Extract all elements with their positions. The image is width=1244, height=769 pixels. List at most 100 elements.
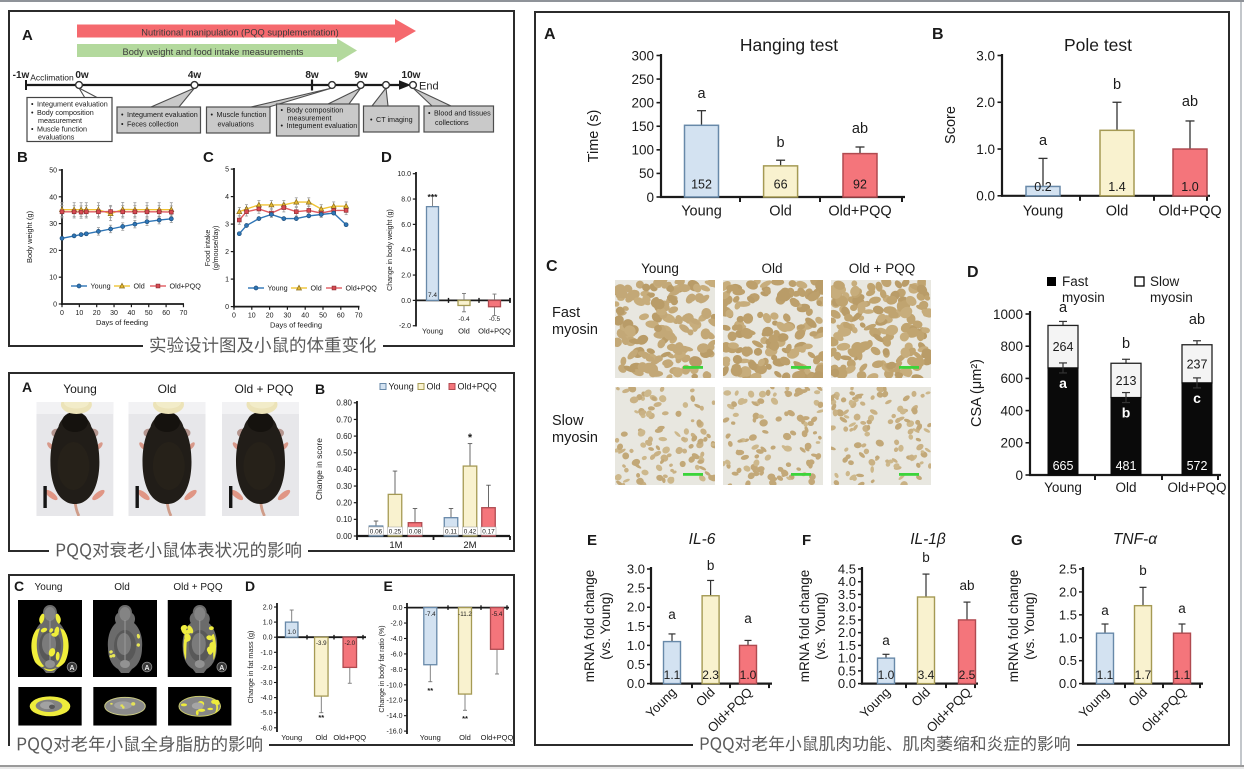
svg-text:0.50: 0.50 — [336, 449, 352, 458]
svg-text:1.0: 1.0 — [740, 668, 757, 682]
svg-text:0: 0 — [646, 190, 654, 205]
svg-text:Food intake: Food intake — [205, 230, 212, 267]
svg-text:3.0: 3.0 — [838, 600, 856, 615]
svg-text:-6.0: -6.0 — [390, 651, 402, 658]
svg-text:ab: ab — [1182, 94, 1198, 110]
svg-text:B: B — [932, 26, 944, 43]
svg-text:2.0: 2.0 — [1059, 584, 1077, 599]
svg-text:C: C — [14, 578, 24, 594]
svg-text:ab: ab — [1189, 312, 1205, 328]
svg-text:0.11: 0.11 — [445, 528, 457, 535]
svg-text:(vs. Young): (vs. Young) — [1022, 592, 1037, 660]
svg-text:Integument evaluation: Integument evaluation — [127, 110, 198, 119]
svg-text:2.5: 2.5 — [627, 581, 645, 596]
svg-text:Hanging test: Hanging test — [740, 35, 838, 55]
svg-text:10w: 10w — [402, 70, 421, 81]
svg-text:4.0: 4.0 — [401, 247, 411, 254]
svg-text:Old: Old — [1125, 685, 1150, 710]
svg-text:Old+PQQ: Old+PQQ — [481, 733, 514, 742]
svg-text:Days of feeding: Days of feeding — [96, 318, 148, 327]
svg-text:B: B — [17, 149, 28, 166]
svg-text:collections: collections — [435, 118, 469, 127]
svg-text:Old: Old — [315, 733, 327, 742]
svg-text:3.0: 3.0 — [976, 48, 995, 63]
svg-text:-2.0: -2.0 — [260, 665, 272, 672]
svg-text:-3.9: -3.9 — [316, 640, 327, 647]
svg-text:Old + PQQ: Old + PQQ — [173, 582, 222, 593]
svg-text:a: a — [1059, 375, 1067, 391]
svg-text:Old: Old — [158, 382, 177, 396]
svg-text:1.0: 1.0 — [627, 638, 645, 653]
svg-text:mRNA fold change: mRNA fold change — [1006, 570, 1021, 683]
svg-text:66: 66 — [774, 178, 788, 192]
svg-text:Body composition: Body composition — [287, 106, 344, 115]
svg-text:30: 30 — [284, 313, 292, 320]
svg-text:-8.0: -8.0 — [390, 667, 402, 674]
svg-text:Young: Young — [268, 284, 288, 293]
svg-text:A: A — [69, 665, 74, 672]
svg-text:0.0: 0.0 — [1059, 676, 1077, 691]
svg-text:0.0: 0.0 — [627, 676, 645, 691]
svg-text:2.5: 2.5 — [1059, 562, 1077, 577]
svg-text:-5.0: -5.0 — [260, 710, 272, 717]
svg-text:50: 50 — [49, 168, 57, 175]
svg-text:2.0: 2.0 — [838, 625, 856, 640]
svg-text:1.0: 1.0 — [976, 142, 995, 157]
svg-text:237: 237 — [1187, 357, 1208, 371]
svg-text:mRNA fold change: mRNA fold change — [797, 570, 812, 683]
svg-text:b: b — [1122, 336, 1130, 352]
svg-text:Change in score: Change in score — [314, 438, 324, 500]
svg-text:Pole test: Pole test — [1064, 35, 1132, 55]
svg-text:0.80: 0.80 — [336, 399, 352, 408]
svg-text:8.0: 8.0 — [401, 197, 411, 204]
svg-text:-6.0: -6.0 — [260, 725, 272, 732]
svg-text:a: a — [744, 611, 752, 626]
svg-text:Young: Young — [63, 382, 97, 396]
svg-text:2.3: 2.3 — [702, 668, 719, 682]
svg-text:TNF-α: TNF-α — [1113, 531, 1158, 548]
svg-text:mRNA fold change: mRNA fold change — [582, 570, 597, 683]
svg-text:***: *** — [428, 192, 439, 202]
svg-text:4.0: 4.0 — [838, 574, 856, 589]
svg-text:Young: Young — [857, 685, 893, 721]
svg-text:Young: Young — [1044, 480, 1082, 495]
svg-text:70: 70 — [180, 310, 188, 317]
svg-text:Acclimation: Acclimation — [30, 73, 74, 83]
svg-text:0: 0 — [1015, 468, 1023, 483]
svg-text:30: 30 — [110, 310, 118, 317]
svg-text:9w: 9w — [354, 70, 368, 81]
svg-text:E: E — [587, 532, 597, 549]
svg-text:myosin: myosin — [552, 322, 598, 338]
svg-text:-7.4: -7.4 — [425, 611, 436, 618]
svg-text:a: a — [697, 86, 706, 102]
svg-text:-11.2: -11.2 — [458, 611, 472, 618]
svg-text:1.0: 1.0 — [878, 668, 895, 682]
svg-text:50: 50 — [639, 166, 654, 181]
svg-text:0.08: 0.08 — [409, 528, 422, 535]
svg-text:20: 20 — [93, 310, 101, 317]
svg-text:1.0: 1.0 — [1181, 180, 1198, 194]
svg-text:0.30: 0.30 — [336, 482, 352, 491]
svg-text:150: 150 — [631, 119, 654, 134]
svg-text:(vs. Young): (vs. Young) — [598, 592, 613, 660]
svg-text:b: b — [922, 550, 930, 565]
svg-text:Old+PQQ: Old+PQQ — [170, 282, 202, 291]
svg-text:60: 60 — [162, 310, 170, 317]
svg-text:Nutritional manipulation (PQQ: Nutritional manipulation (PQQ supplement… — [141, 28, 338, 38]
svg-text:IL-6: IL-6 — [689, 531, 716, 548]
svg-text:a: a — [1039, 133, 1048, 149]
svg-text:10: 10 — [75, 310, 83, 317]
svg-text:Young: Young — [91, 282, 111, 291]
svg-text:20: 20 — [266, 313, 274, 320]
svg-text:Young: Young — [1076, 685, 1112, 721]
svg-text:**: ** — [462, 714, 468, 723]
svg-text:C: C — [546, 258, 558, 275]
svg-text:Old: Old — [458, 327, 470, 336]
svg-text:Body composition: Body composition — [37, 108, 94, 117]
svg-text:•: • — [121, 110, 124, 119]
svg-text:2.0: 2.0 — [976, 95, 995, 110]
svg-text:3: 3 — [225, 222, 229, 229]
svg-text:70: 70 — [355, 313, 363, 320]
svg-text:Old: Old — [1115, 480, 1136, 495]
svg-text:-0.4: -0.4 — [458, 316, 470, 323]
